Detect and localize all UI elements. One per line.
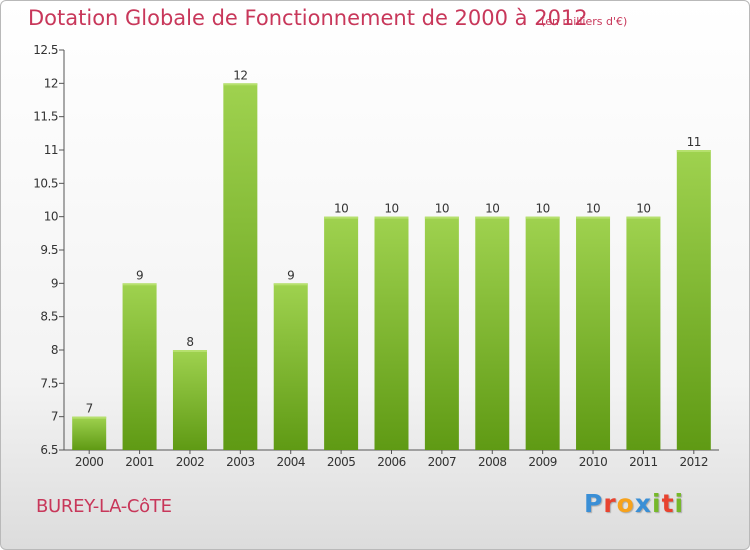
logo-letter: r <box>603 489 617 518</box>
bar <box>324 216 359 450</box>
chart-title: Dotation Globale de Fonctionnement de 20… <box>28 6 588 30</box>
bar <box>374 216 409 450</box>
x-tick-label: 2002 <box>176 455 205 469</box>
x-tick-label: 2001 <box>125 455 154 469</box>
bar-top-highlight <box>324 216 359 219</box>
bar <box>626 216 661 450</box>
logo-letter: t <box>661 489 675 518</box>
bar-top-highlight <box>172 350 207 352</box>
bar <box>172 350 207 450</box>
chart-subtitle: (en milliers d'€) <box>541 15 628 28</box>
x-tick-label: 2008 <box>478 455 507 469</box>
bar <box>424 216 459 450</box>
y-tick-label: 11 <box>44 143 58 157</box>
bar-value-label: 9 <box>136 268 143 282</box>
bar-top-highlight <box>626 216 661 219</box>
y-tick-label: 12.5 <box>33 43 58 57</box>
x-tick-label: 2011 <box>629 455 658 469</box>
x-tick-label: 2004 <box>276 455 305 469</box>
bar-top-highlight <box>72 416 107 419</box>
bar-value-label: 10 <box>485 202 499 216</box>
y-tick-label: 8 <box>51 343 58 357</box>
y-tick-label: 8.5 <box>40 310 58 324</box>
bar <box>122 283 157 450</box>
bar-value-label: 11 <box>687 135 701 149</box>
bar-value-label: 7 <box>86 402 93 416</box>
bar-value-label: 9 <box>287 268 294 282</box>
x-tick-label: 2012 <box>680 455 709 469</box>
x-tick-label: 2007 <box>428 455 457 469</box>
bar-value-label: 10 <box>536 202 550 216</box>
bar-value-label: 8 <box>186 335 193 349</box>
x-tick-label: 2005 <box>327 455 356 469</box>
bar-top-highlight <box>122 283 157 286</box>
logo-letter: i <box>652 489 662 518</box>
y-tick-label: 9 <box>51 276 58 290</box>
bar <box>223 83 258 450</box>
bar <box>72 416 107 450</box>
bar-top-highlight <box>676 150 711 152</box>
x-tick-label: 2010 <box>579 455 608 469</box>
bar-top-highlight <box>525 216 560 219</box>
bar <box>676 150 711 450</box>
bar-top-highlight <box>475 216 510 219</box>
bar <box>273 283 308 450</box>
x-tick-label: 2006 <box>377 455 406 469</box>
x-tick-label: 2009 <box>528 455 557 469</box>
y-tick-label: 6.5 <box>40 443 58 457</box>
bar <box>525 216 560 450</box>
logo-letter: i <box>674 489 685 518</box>
bar-top-highlight <box>576 216 611 219</box>
x-tick-label: 2003 <box>226 455 255 469</box>
bar-top-highlight <box>374 216 409 219</box>
bar-value-label: 10 <box>636 202 650 216</box>
y-tick-label: 10 <box>44 210 58 224</box>
bar-top-highlight <box>273 283 308 286</box>
x-tick-label: 2000 <box>75 455 104 469</box>
bar <box>475 216 510 450</box>
bar <box>576 216 611 450</box>
y-tick-label: 11.5 <box>33 110 58 124</box>
logo-letter: o <box>616 489 635 518</box>
bar-value-label: 10 <box>586 202 600 216</box>
bar-value-label: 10 <box>435 202 449 216</box>
y-tick-label: 9.5 <box>40 243 58 257</box>
bar-value-label: 10 <box>334 202 348 216</box>
y-tick-label: 7.5 <box>40 376 58 390</box>
bar-top-highlight <box>424 216 459 219</box>
proxiti-logo[interactable]: Proxiti <box>584 489 684 518</box>
bar-top-highlight <box>223 83 258 86</box>
bar-value-label: 10 <box>384 202 398 216</box>
y-tick-label: 10.5 <box>33 176 58 190</box>
commune-name: BUREY-LA-CôTE <box>36 496 172 517</box>
y-tick-label: 7 <box>51 410 58 424</box>
logo-letter: x <box>634 489 652 518</box>
bar-value-label: 12 <box>233 68 247 82</box>
logo-letter: P <box>584 489 604 518</box>
y-tick-label: 12 <box>44 76 58 90</box>
